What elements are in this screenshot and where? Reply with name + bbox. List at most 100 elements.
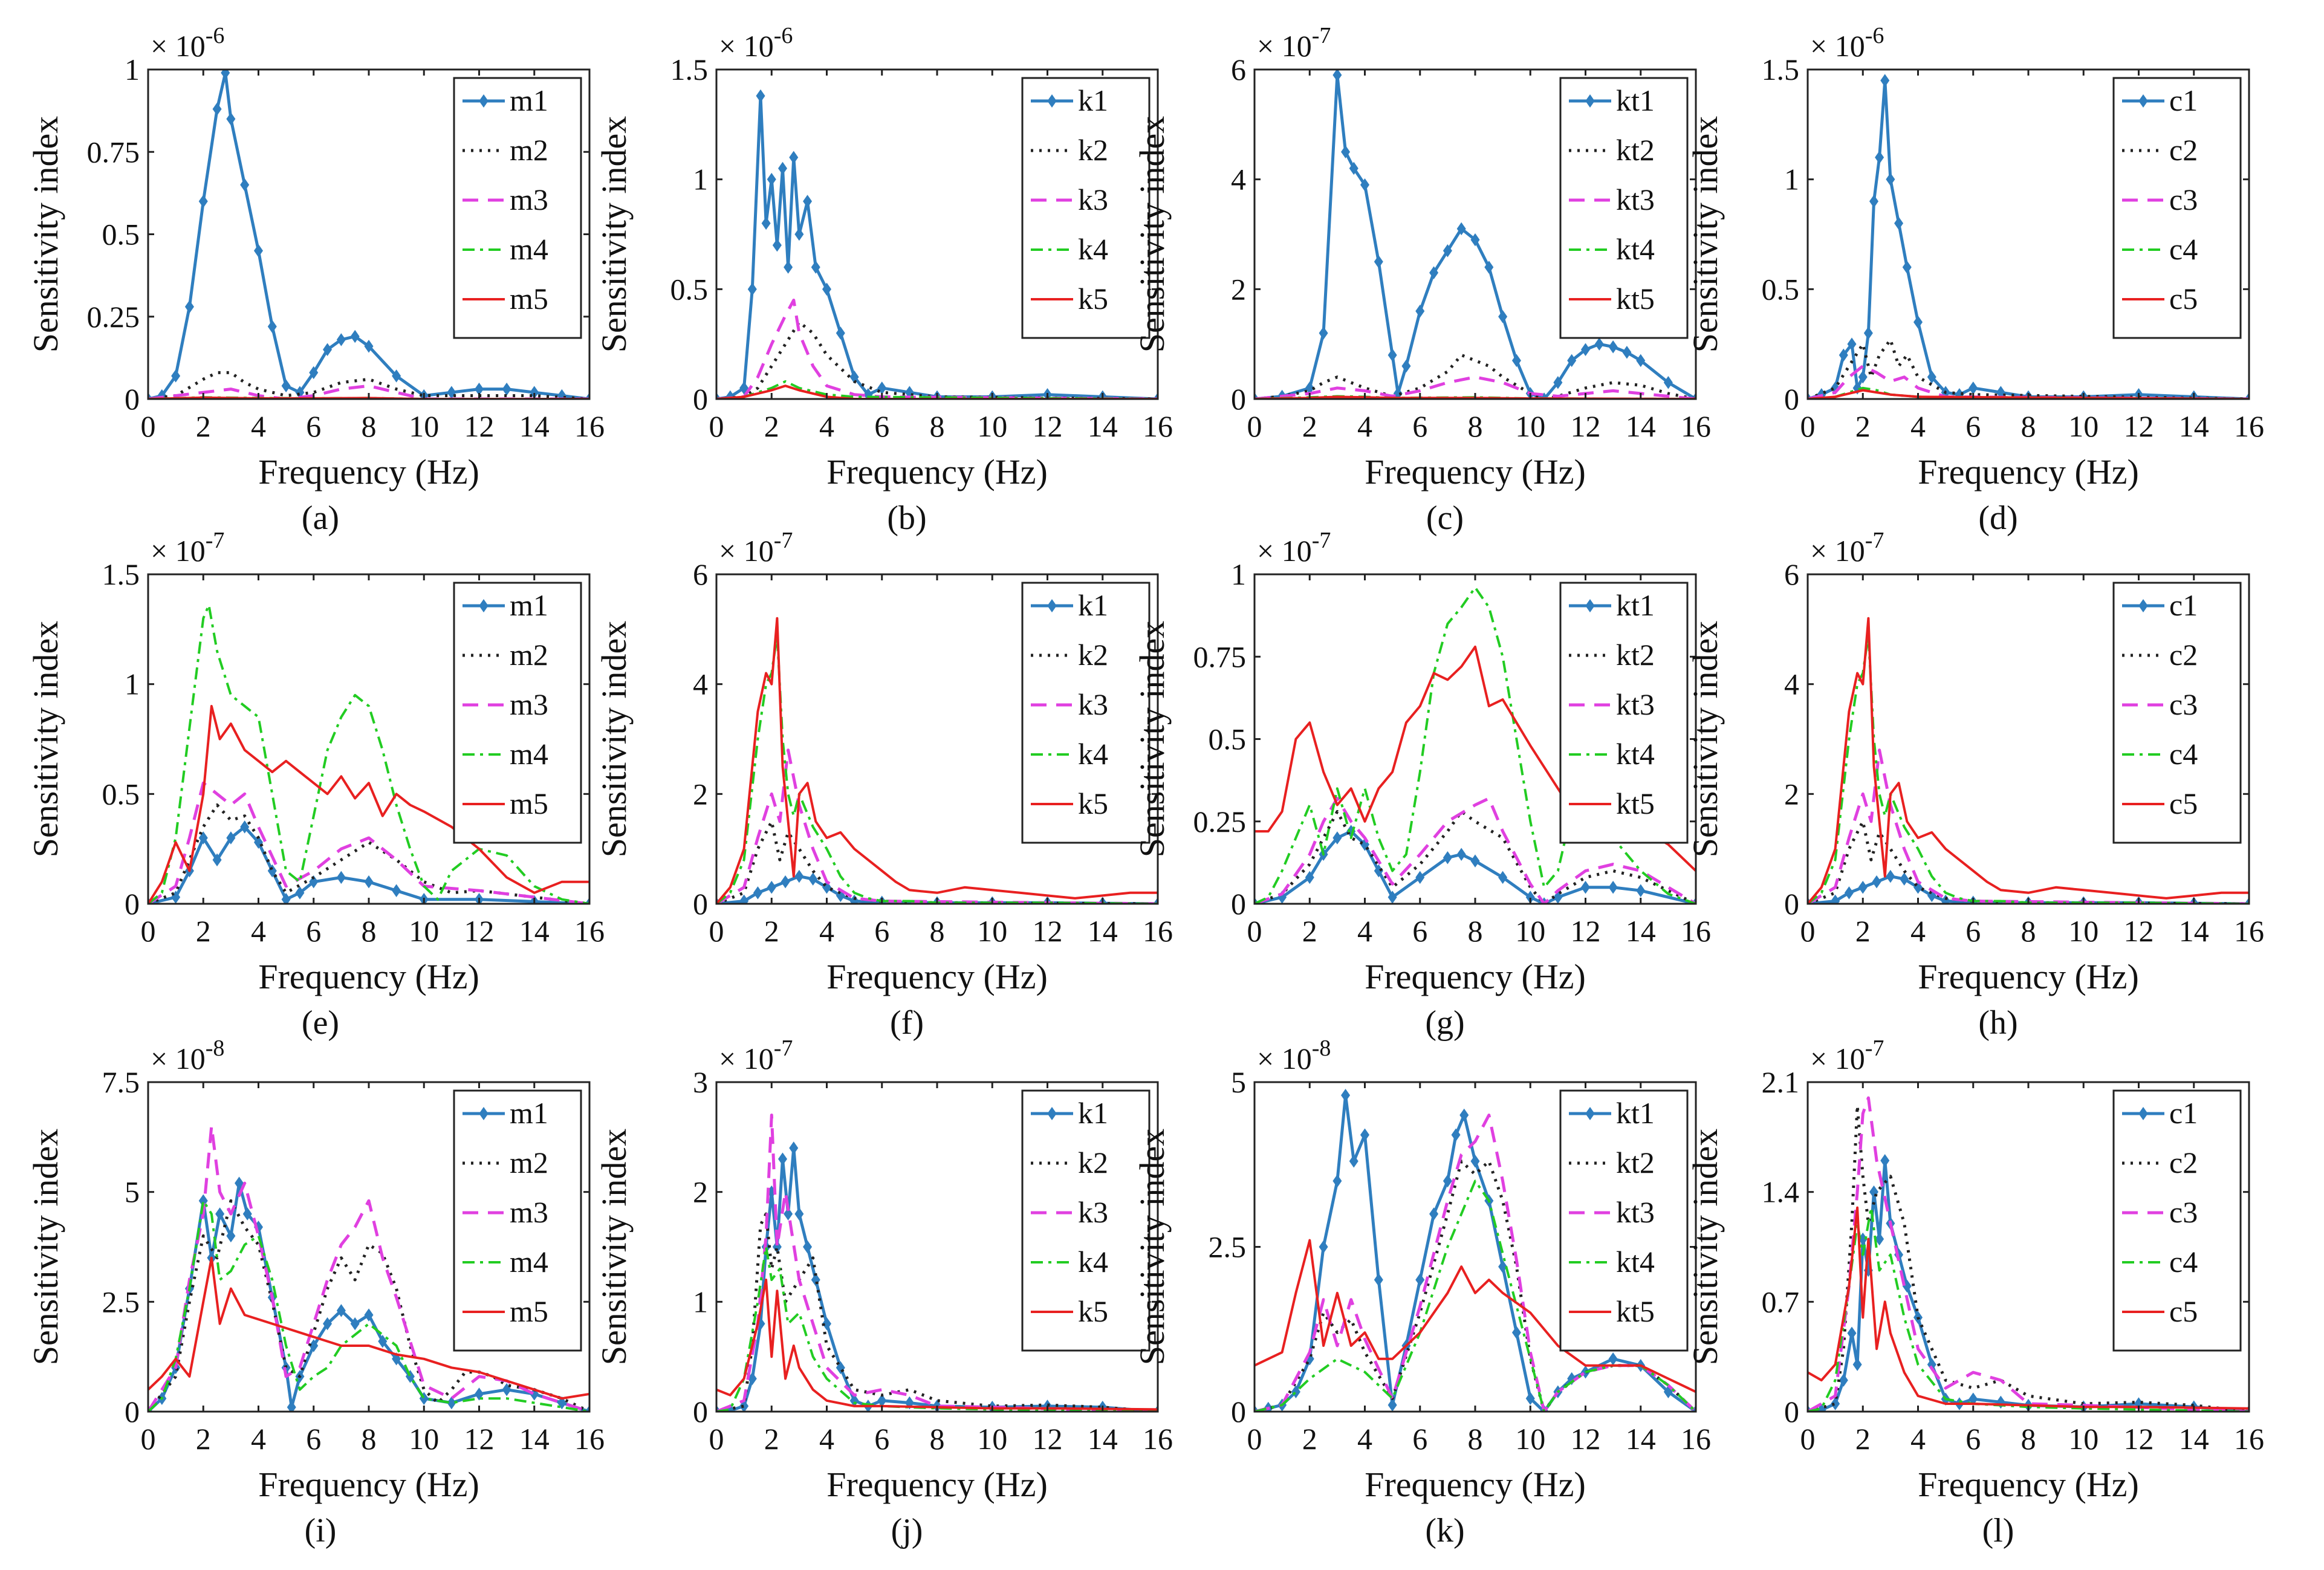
series-marker-k1 [789, 1141, 799, 1155]
series-marker-c1 [1831, 894, 1840, 904]
x-tick-label: 2 [196, 914, 211, 948]
x-tick-label: 4 [251, 1422, 266, 1456]
series-marker-kt1 [1608, 881, 1618, 894]
series-marker-m1 [350, 1317, 360, 1331]
x-tick-label: 0 [709, 914, 724, 948]
x-axis-label: Frequency (Hz) [1365, 1465, 1586, 1504]
panel-label: (h) [1978, 1004, 2017, 1042]
x-tick-label: 0 [1800, 409, 1816, 443]
series-marker-m1 [447, 1396, 456, 1410]
x-axis-label: Frequency (Hz) [1918, 1465, 2139, 1504]
series-line-kt5 [1255, 1239, 1696, 1393]
series-marker-c1 [1900, 872, 1909, 886]
series-marker-m1 [378, 1334, 388, 1348]
legend-entry-k5: k5 [1078, 787, 1108, 820]
legend-entry-kt4: kt4 [1616, 232, 1655, 266]
series-marker-kt1 [1456, 848, 1466, 861]
series-marker-m1 [198, 195, 208, 208]
series-marker-m1 [226, 831, 236, 845]
y-tick-label: 0.25 [1193, 805, 1247, 839]
x-tick-label: 0 [709, 1422, 724, 1456]
legend-entry-m1: m1 [510, 588, 548, 622]
x-tick-label: 6 [306, 1422, 321, 1456]
series-marker-c1 [1847, 337, 1857, 351]
x-tick-label: 12 [2124, 914, 2154, 948]
series-line-m4 [148, 603, 589, 904]
y-tick-label: 1 [693, 1285, 708, 1319]
legend: m1 m2 m3 m4 m5 [453, 582, 582, 844]
y-tick-label: 0 [125, 382, 140, 416]
panel-label: (a) [302, 499, 339, 537]
series-marker-m1 [309, 366, 319, 380]
y-tick-label: 2.5 [102, 1285, 140, 1319]
legend-entry-c2: c2 [2169, 133, 2198, 167]
y-axis-label: Sensitivity index [594, 1129, 634, 1366]
y-tick-label: 0 [1231, 887, 1246, 921]
series-marker-kt1 [1374, 1273, 1383, 1286]
series-marker-m1 [242, 1207, 252, 1221]
series-marker-kt1 [1498, 310, 1508, 323]
legend-marker [2138, 1107, 2148, 1120]
legend: m1 m2 m3 m4 m5 [453, 77, 582, 339]
y-tick-label: 0.75 [1193, 640, 1247, 673]
series-line-c2 [1808, 338, 2249, 399]
series-marker-m1 [253, 835, 264, 849]
legend-entry-c2: c2 [2169, 638, 2198, 672]
series-marker-k1 [789, 151, 799, 164]
panel-label: (c) [1426, 499, 1464, 537]
x-tick-label: 14 [2179, 914, 2209, 948]
series-marker-c1 [1913, 316, 1923, 329]
x-tick-label: 8 [2021, 409, 2036, 443]
x-axis-label: Frequency (Hz) [1918, 452, 2139, 491]
series-marker-kt1 [1388, 348, 1397, 362]
series-marker-c1 [1875, 1232, 1884, 1246]
x-tick-label: 4 [1357, 409, 1372, 443]
series-marker-k1 [772, 238, 782, 252]
series-marker-kt1 [1498, 1260, 1508, 1273]
y-tick-label: 1 [1784, 163, 1799, 196]
x-tick-label: 4 [251, 409, 266, 443]
x-axis-label: Frequency (Hz) [826, 452, 1048, 491]
series-marker-m1 [240, 178, 250, 192]
panel-label: (l) [1982, 1512, 2014, 1549]
x-tick-label: 6 [1412, 1422, 1427, 1456]
x-tick-label: 0 [1247, 914, 1262, 948]
chart-panel-k: 0 2 4 6 8 10 12 14 16 0 2.5 5 × 10-8 Frequency (Hz) Se… [1132, 1036, 1711, 1549]
x-tick-label: 0 [1247, 409, 1262, 443]
legend: m1 m2 m3 m4 m5 [453, 1089, 582, 1352]
y-axis-label: Sensitivity index [594, 621, 634, 858]
x-tick-label: 12 [2124, 409, 2154, 443]
legend-entry-k1: k1 [1078, 83, 1108, 117]
x-axis-label: Frequency (Hz) [258, 1465, 479, 1504]
series-marker-m1 [557, 1396, 566, 1410]
x-tick-label: 0 [141, 914, 156, 948]
legend-entry-m2: m2 [510, 638, 548, 672]
series-marker-k1 [753, 886, 762, 900]
legend-entry-c5: c5 [2169, 787, 2198, 820]
x-tick-label: 14 [2179, 409, 2209, 443]
series-group [148, 1124, 589, 1412]
x-tick-label: 4 [819, 1422, 834, 1456]
legend-entry-m3: m3 [510, 1195, 548, 1229]
panel-label: (i) [305, 1512, 337, 1549]
legend-entry-m1: m1 [510, 83, 548, 117]
series-marker-kt1 [1498, 871, 1508, 884]
x-tick-label: 2 [196, 409, 211, 443]
legend-entry-c4: c4 [2169, 1245, 2198, 1279]
series-marker-m1 [267, 320, 277, 333]
chart-panel-e: 0 2 4 6 8 10 12 14 16 0 0.5 1 1.5 × 10-7 Frequency (Hz… [26, 528, 605, 1042]
x-tick-label: 14 [1626, 409, 1656, 443]
x-tick-label: 12 [1033, 914, 1063, 948]
x-tick-label: 16 [1143, 914, 1173, 948]
x-tick-label: 2 [1302, 914, 1317, 948]
x-tick-label: 10 [409, 914, 439, 948]
legend-entry-kt3: kt3 [1616, 1195, 1655, 1229]
x-tick-label: 6 [874, 409, 889, 443]
x-tick-label: 16 [1143, 409, 1173, 443]
series-line-k4 [716, 1245, 1158, 1412]
x-tick-label: 8 [2021, 914, 2036, 948]
series-line-m1 [148, 71, 589, 399]
chart-panel-i: 0 2 4 6 8 10 12 14 16 0 2.5 5 7.5 × 10-8 Frequency (Hz… [26, 1036, 605, 1549]
x-tick-label: 6 [1965, 1422, 1981, 1456]
axis-multiplier: × 10-7 [1810, 1036, 1884, 1075]
